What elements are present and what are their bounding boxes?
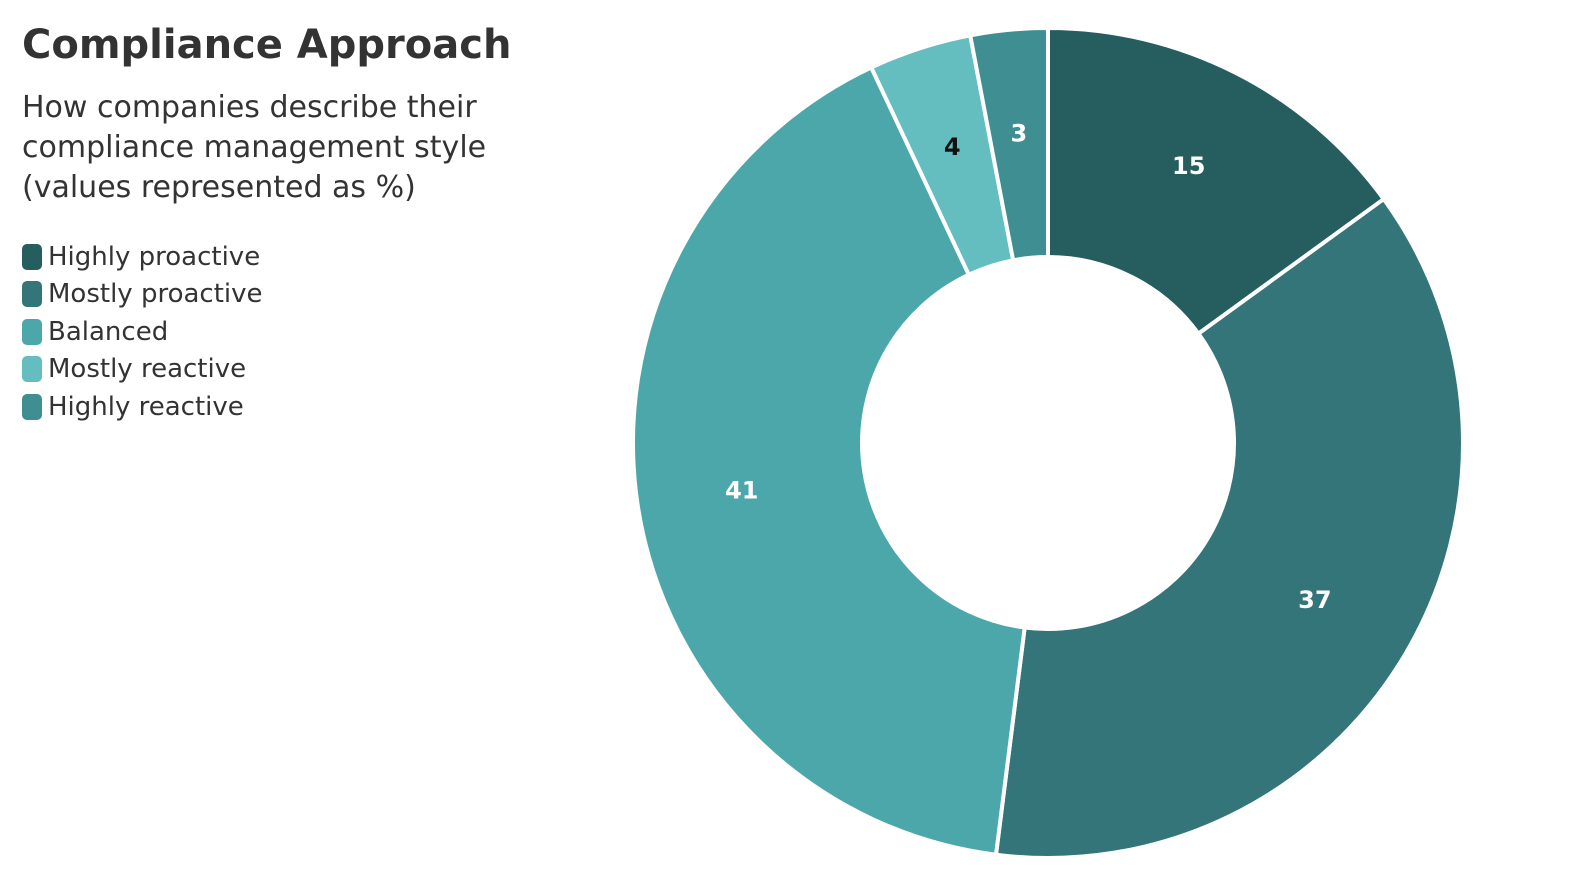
donut-slice bbox=[1046, 26, 1386, 336]
data-label: 41 bbox=[725, 476, 758, 504]
donut-slice bbox=[968, 26, 1050, 263]
legend-label: Highly proactive bbox=[48, 241, 261, 272]
legend-item: Mostly proactive bbox=[22, 276, 263, 314]
chart-title: Compliance Approach bbox=[22, 22, 512, 68]
legend-label: Balanced bbox=[48, 316, 169, 347]
donut-slice bbox=[631, 65, 1027, 857]
chart-subtitle: How companies describe their compliance … bbox=[22, 90, 487, 205]
legend-item: Highly reactive bbox=[22, 388, 263, 426]
legend-swatch bbox=[22, 243, 42, 270]
legend-swatch bbox=[22, 318, 42, 345]
legend-swatch bbox=[22, 356, 42, 383]
legend-label: Highly reactive bbox=[48, 391, 244, 422]
legend-label: Mostly reactive bbox=[48, 354, 247, 385]
data-label: 4 bbox=[944, 133, 961, 161]
legend-swatch bbox=[22, 281, 42, 308]
data-label: 3 bbox=[1010, 119, 1027, 147]
data-label: 15 bbox=[1172, 152, 1205, 180]
legend-item: Mostly reactive bbox=[22, 351, 263, 389]
legend-item: Balanced bbox=[22, 313, 263, 351]
legend-item: Highly proactive bbox=[22, 238, 263, 276]
legend: Highly proactive Mostly proactive Balanced… bbox=[22, 238, 263, 426]
legend-label: Mostly proactive bbox=[48, 279, 263, 310]
donut-slice bbox=[993, 197, 1465, 860]
data-label: 37 bbox=[1298, 586, 1331, 614]
legend-swatch bbox=[22, 393, 42, 420]
